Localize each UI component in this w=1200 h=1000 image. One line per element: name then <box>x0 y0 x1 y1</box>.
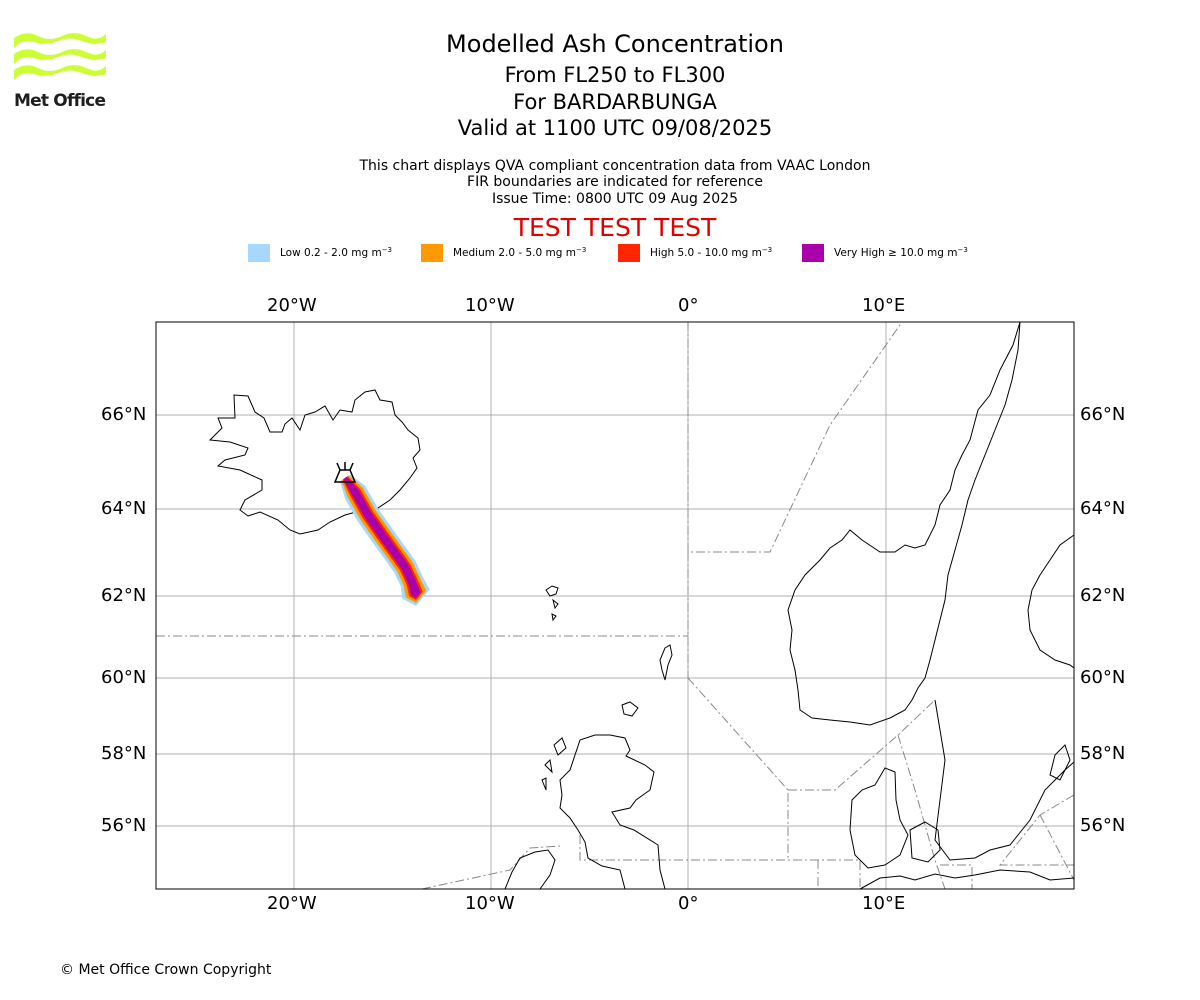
volcano-name: For BARDARBUNGA <box>513 90 717 114</box>
shetland-coast <box>659 644 673 681</box>
lat-tick-right-66n: 66°N <box>1080 404 1126 425</box>
met-office-wordmark: Met Office <box>14 91 106 111</box>
chart-title: Modelled Ash Concentration <box>446 30 784 58</box>
scotland-coast <box>559 734 666 890</box>
valid-time: Valid at 1100 UTC 09/08/2025 <box>457 116 773 140</box>
norway-coast <box>787 321 1021 726</box>
hebrides-coast <box>541 737 567 791</box>
volcano-icon <box>333 462 357 483</box>
denmark-coast <box>849 767 909 869</box>
continental-coast <box>859 869 1075 890</box>
legend-unit-low: −3 <box>381 246 393 254</box>
lat-tick-right-56n: 56°N <box>1080 815 1126 836</box>
lon-tick-bottom-10w: 10°W <box>465 893 515 914</box>
lat-tick-left-58n: 58°N <box>101 743 147 764</box>
lat-tick-left-64n: 64°N <box>101 498 147 519</box>
lon-tick-top-20w: 20°W <box>267 295 317 316</box>
sweden-coast <box>1027 534 1075 669</box>
lat-tick-right-60n: 60°N <box>1080 667 1126 688</box>
legend-label-low: Low 0.2 - 2.0 mg m <box>280 247 382 259</box>
ash-plume <box>340 474 430 606</box>
lat-tick-right-58n: 58°N <box>1080 743 1126 764</box>
test-banner: TEST TEST TEST <box>513 213 717 242</box>
lon-tick-top-10e: 10°E <box>862 295 906 316</box>
iceland-coast <box>208 389 421 535</box>
coastlines <box>208 321 1075 890</box>
copyright-notice: © Met Office Crown Copyright <box>60 962 272 978</box>
sweden-south-coast <box>934 699 1075 861</box>
legend-label-high: High 5.0 - 10.0 mg m <box>650 247 762 259</box>
lon-tick-top-10w: 10°W <box>465 295 515 316</box>
legend-swatch-medium <box>421 244 443 262</box>
legend-swatch-low <box>248 244 270 262</box>
legend-unit-medium: −3 <box>575 246 587 254</box>
zealand-coast <box>909 821 941 863</box>
fir-note: FIR boundaries are indicated for referen… <box>467 174 763 190</box>
gotland-coast <box>1049 744 1071 781</box>
legend-unit-very-high: −3 <box>957 246 968 254</box>
legend-label-medium: Medium 2.0 - 5.0 mg m <box>453 247 576 259</box>
faroe-islands-coast <box>545 585 559 622</box>
lat-tick-left-60n: 60°N <box>101 667 147 688</box>
lon-tick-bottom-10e: 10°E <box>862 893 906 914</box>
orkney-coast <box>621 701 639 717</box>
lat-tick-left-56n: 56°N <box>101 815 147 836</box>
flight-level-range: From FL250 to FL300 <box>504 63 726 87</box>
map-gridlines <box>156 322 1074 889</box>
ireland-coast <box>504 849 556 890</box>
lon-tick-top-0: 0° <box>678 295 699 316</box>
lon-tick-bottom-0: 0° <box>678 893 699 914</box>
legend-label-very-high: Very High ≥ 10.0 mg m <box>834 247 958 259</box>
lon-tick-bottom-20w: 20°W <box>267 893 317 914</box>
chart-description: This chart displays QVA compliant concen… <box>359 158 871 174</box>
legend-swatch-very-high <box>802 244 824 262</box>
lat-tick-right-62n: 62°N <box>1080 585 1126 606</box>
legend-unit-high: −3 <box>761 246 773 254</box>
lat-tick-right-64n: 64°N <box>1080 498 1126 519</box>
plume-very-high <box>343 476 421 598</box>
map-frame <box>155 321 1075 890</box>
legend-swatch-high <box>618 244 640 262</box>
issue-time: Issue Time: 0800 UTC 09 Aug 2025 <box>491 191 739 207</box>
lat-tick-left-66n: 66°N <box>101 404 147 425</box>
met-office-waves-icon <box>14 33 106 80</box>
lat-tick-left-62n: 62°N <box>101 585 147 606</box>
met-office-logo: Met Office <box>14 30 108 112</box>
